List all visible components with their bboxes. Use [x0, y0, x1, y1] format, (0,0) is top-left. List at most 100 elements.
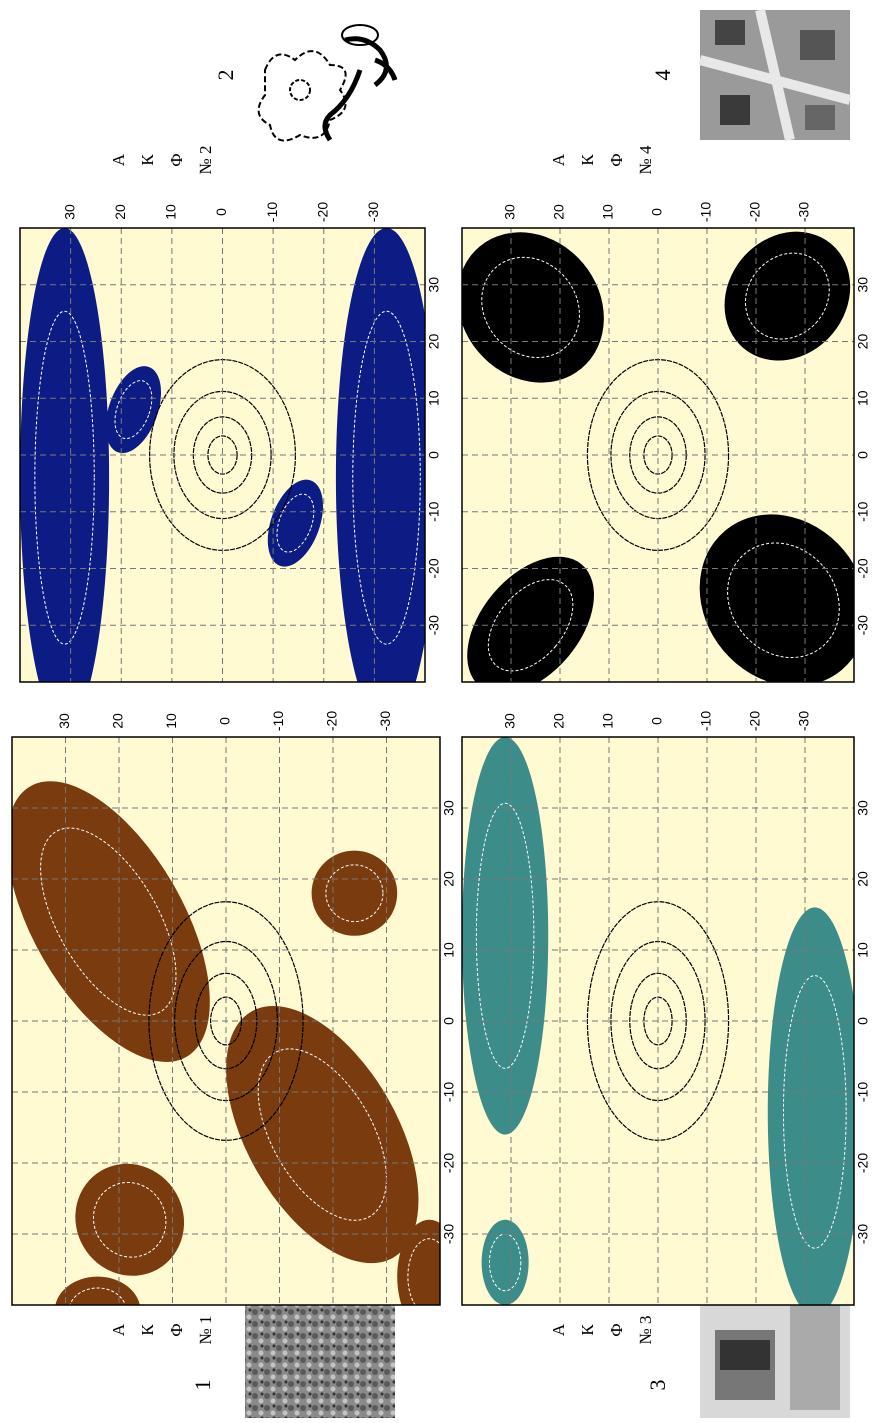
- panel: 30 20 10 0 -10 -20 -30 30 20 10 0 -10 -20 -30 А К Ф № 4 4: [461, 70, 871, 683]
- contour: [40, 827, 177, 1016]
- thumbnail-3: [700, 1290, 850, 1418]
- contour: [481, 256, 580, 359]
- y-tick-label: 20: [426, 334, 442, 350]
- x-tick-label: 10: [600, 204, 616, 220]
- plot-frame: [461, 227, 855, 683]
- y-tick-label: -20: [426, 558, 442, 578]
- x-tick-label: 20: [110, 713, 126, 729]
- x-tick-label: 20: [551, 713, 567, 729]
- region: [226, 1006, 419, 1264]
- panel-label: А: [549, 1323, 568, 1336]
- panel-caption: 1: [190, 1380, 215, 1391]
- region: [767, 907, 854, 1305]
- y-tick-label: 30: [441, 800, 457, 816]
- panel-label: К: [578, 1324, 597, 1336]
- contour: [34, 310, 95, 645]
- x-tick-label: -20: [747, 202, 763, 222]
- x-tick-label: 20: [112, 204, 128, 220]
- y-tick-label: -20: [855, 558, 871, 578]
- region: [467, 556, 594, 682]
- y-tick-label: 10: [441, 942, 457, 958]
- x-tick-label: -20: [324, 711, 340, 731]
- contour: [744, 252, 830, 340]
- panel-label: К: [578, 154, 597, 166]
- y-tick-label: -20: [855, 1153, 871, 1173]
- x-tick-label: -20: [314, 202, 330, 222]
- center-contour: [207, 435, 238, 475]
- x-tick-label: -10: [270, 711, 286, 731]
- panel: 30 20 10 0 -10 -20 -30 30 20 10 0 -10 -20 -30 А К Ф № 1 1: [11, 711, 457, 1391]
- x-tick-label: -30: [365, 202, 381, 222]
- contour: [92, 1181, 167, 1258]
- x-tick-label: 10: [163, 713, 179, 729]
- contour: [114, 380, 153, 440]
- y-tick-label: 0: [426, 451, 442, 459]
- panel-label: А: [549, 153, 568, 166]
- region: [75, 1163, 185, 1276]
- contour: [727, 542, 840, 659]
- y-tick-label: 10: [426, 390, 442, 406]
- thumbnail-2: [257, 24, 398, 142]
- contour: [407, 1238, 440, 1305]
- panel-caption: 2: [213, 70, 238, 81]
- y-tick-label: -10: [426, 501, 442, 521]
- y-tick-label: 20: [441, 871, 457, 887]
- x-tick-label: -10: [264, 202, 280, 222]
- y-tick-label: 10: [855, 390, 871, 406]
- region: [267, 479, 324, 567]
- region: [311, 850, 398, 936]
- panel-label: № 4: [636, 145, 655, 174]
- region: [105, 366, 162, 454]
- x-tick-label: -20: [747, 711, 763, 731]
- plot-frame: [11, 736, 441, 1306]
- panel: 30 20 10 0 -10 -20 -30 30 20 10 0 -10 -20 -30 А К Ф № 3 3: [461, 711, 871, 1391]
- x-tick-label: 30: [502, 713, 518, 729]
- y-tick-label: -30: [426, 615, 442, 635]
- y-tick-label: -30: [855, 615, 871, 635]
- x-tick-label: -10: [698, 202, 714, 222]
- region: [462, 232, 604, 383]
- x-tick-label: 10: [600, 713, 616, 729]
- y-tick-label: 0: [441, 1017, 457, 1025]
- panel-caption: 3: [645, 1380, 670, 1391]
- panel-label: К: [138, 1324, 157, 1336]
- contour: [475, 802, 535, 1069]
- panel-label: А: [109, 1323, 128, 1336]
- thumbnail-1: [245, 1290, 395, 1418]
- panel: 30 20 10 0 -10 -20 -30 30 20 10 0 -10 -20 -30 А К Ф № 2 2: [19, 70, 442, 683]
- x-tick-label: 30: [502, 204, 518, 220]
- y-tick-label: -30: [855, 1224, 871, 1244]
- y-tick-label: 20: [855, 871, 871, 887]
- y-tick-label: -20: [441, 1153, 457, 1173]
- y-tick-label: -30: [441, 1224, 457, 1244]
- y-tick-label: 0: [855, 451, 871, 459]
- region: [20, 228, 110, 682]
- x-tick-label: -30: [796, 711, 812, 731]
- region: [481, 1219, 529, 1305]
- x-tick-label: 30: [61, 204, 77, 220]
- panel-label: № 1: [196, 1316, 215, 1345]
- x-tick-label: 0: [213, 208, 229, 216]
- x-tick-label: 0: [217, 717, 233, 725]
- contour: [69, 1287, 126, 1305]
- y-tick-label: 0: [855, 1017, 871, 1025]
- panel-label: Ф: [607, 1323, 626, 1336]
- panel-label: № 3: [636, 1316, 655, 1345]
- y-tick-label: -10: [855, 1082, 871, 1102]
- x-tick-label: 20: [551, 204, 567, 220]
- plot-frame: [461, 736, 855, 1306]
- y-tick-label: 30: [426, 277, 442, 293]
- contour: [352, 310, 421, 645]
- y-tick-label: -10: [855, 501, 871, 521]
- y-tick-label: -10: [441, 1082, 457, 1102]
- panel-label: Ф: [167, 153, 186, 166]
- panel-label: Ф: [607, 153, 626, 166]
- panel-caption: 4: [650, 70, 675, 81]
- contour: [276, 493, 315, 553]
- contour: [487, 579, 574, 672]
- y-tick-label: 30: [855, 800, 871, 816]
- y-tick-label: 30: [855, 277, 871, 293]
- panel-label: А: [109, 153, 128, 166]
- x-tick-label: -30: [796, 202, 812, 222]
